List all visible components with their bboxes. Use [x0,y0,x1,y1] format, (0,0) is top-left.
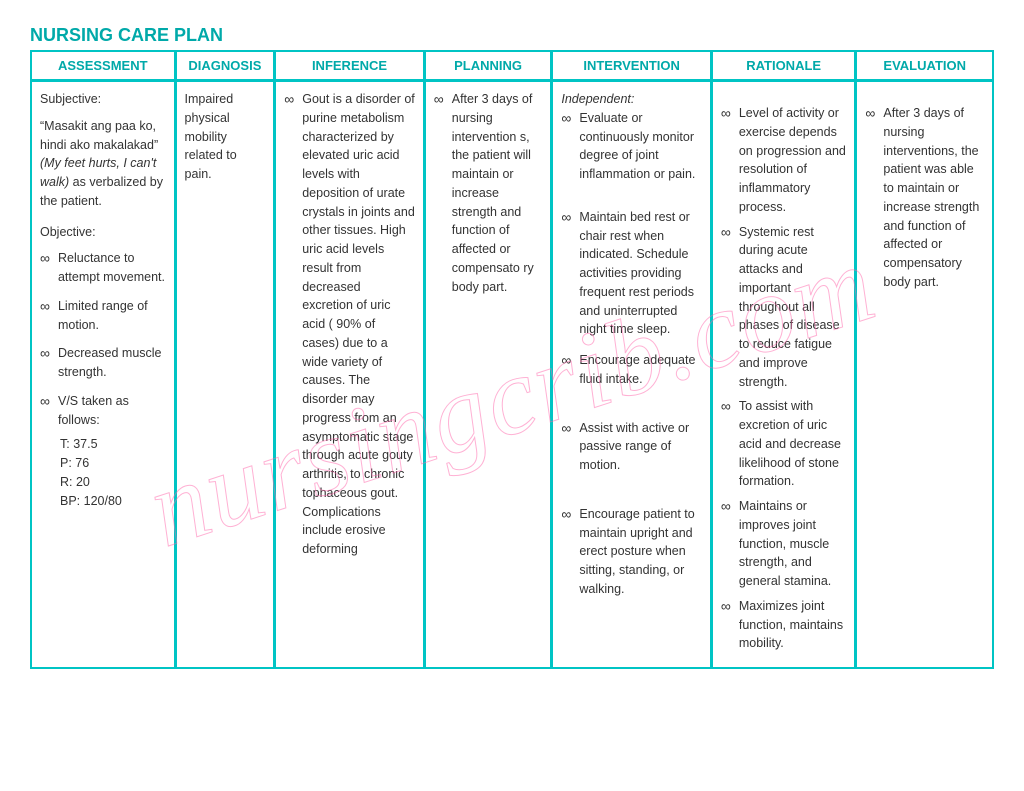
bullet-icon: ∞ [561,351,571,389]
intervention-text: Evaluate or continuously monitor degree … [579,109,702,184]
bullet-icon: ∞ [40,297,50,335]
subjective-text: “Masakit ang paa ko, hindi ako makalakad… [40,117,166,211]
vital-t: T: 37.5 [60,435,166,454]
header-rationale: RATIONALE [713,52,855,82]
body-planning: ∞ After 3 days of nursing intervention s… [426,82,551,667]
intervention-text: Maintain bed rest or chair rest when ind… [579,208,702,339]
evaluation-text: After 3 days of nursing interventions, t… [883,104,984,292]
body-diagnosis: Impaired physical mobility related to pa… [177,82,274,667]
bullet-icon: ∞ [40,249,50,287]
header-diagnosis: DIAGNOSIS [177,52,274,82]
header-assessment: ASSESSMENT [32,52,174,82]
bullet-icon: ∞ [561,208,571,339]
col-assessment: ASSESSMENT Subjective: “Masakit ang paa … [32,52,177,667]
bullet-icon: ∞ [721,223,731,392]
bullet-icon: ∞ [40,344,50,382]
vital-r: R: 20 [60,473,166,492]
rationale-text: Systemic rest during acute attacks and i… [739,223,847,392]
rationale-text: Maintains or improves joint function, mu… [739,497,847,591]
rationale-bullet: ∞ Maximizes joint function, maintains mo… [721,597,847,653]
bullet-icon: ∞ [561,419,571,475]
rationale-bullet: ∞ To assist with excretion of uric acid … [721,397,847,491]
bullet-icon: ∞ [865,104,875,292]
intervention-text: Assist with active or passive range of m… [579,419,702,475]
diagnosis-text: Impaired physical mobility related to pa… [185,90,266,184]
bullet-icon: ∞ [561,505,571,599]
rationale-text: To assist with excretion of uric acid an… [739,397,847,491]
bullet-text: Reluctance to attempt movement. [58,249,166,287]
header-planning: PLANNING [426,52,551,82]
bullet-icon: ∞ [721,397,731,491]
planning-text: After 3 days of nursing intervention s, … [452,90,543,296]
bullet-icon: ∞ [721,497,731,591]
rationale-bullet: ∞ Level of activity or exercise depends … [721,104,847,217]
assessment-bullet: ∞ V/S taken as follows: [40,392,166,430]
bullet-text: Limited range of motion. [58,297,166,335]
intervention-text: Encourage adequate fluid intake. [579,351,702,389]
rationale-bullet: ∞ Maintains or improves joint function, … [721,497,847,591]
col-intervention: INTERVENTION Independent: ∞ Evaluate or … [553,52,713,667]
bullet-icon: ∞ [561,109,571,184]
col-evaluation: EVALUATION ∞ After 3 days of nursing int… [857,52,992,667]
page-title: NURSING CARE PLAN [30,25,994,46]
vitals-block: T: 37.5 P: 76 R: 20 BP: 120/80 [60,435,166,510]
subjective-label: Subjective: [40,90,166,109]
col-planning: PLANNING ∞ After 3 days of nursing inter… [426,52,554,667]
header-evaluation: EVALUATION [857,52,992,82]
body-intervention: Independent: ∞ Evaluate or continuously … [553,82,710,667]
body-rationale: ∞ Level of activity or exercise depends … [713,82,855,667]
planning-bullet: ∞ After 3 days of nursing intervention s… [434,90,543,296]
intervention-bullet: ∞ Evaluate or continuously monitor degre… [561,109,702,184]
independent-label: Independent: [561,90,702,109]
body-assessment: Subjective: “Masakit ang paa ko, hindi a… [32,82,174,667]
bullet-icon: ∞ [721,104,731,217]
subjective-quote: “Masakit ang paa ko, hindi ako makalakad… [40,119,158,152]
vital-p: P: 76 [60,454,166,473]
rationale-bullet: ∞ Systemic rest during acute attacks and… [721,223,847,392]
rationale-text: Maximizes joint function, maintains mobi… [739,597,847,653]
vital-bp: BP: 120/80 [60,492,166,511]
inference-text: Gout is a disorder of purine metabolism … [302,90,415,559]
body-evaluation: ∞ After 3 days of nursing interventions,… [857,82,992,667]
rationale-text: Level of activity or exercise depends on… [739,104,847,217]
bullet-icon: ∞ [434,90,444,296]
bullet-icon: ∞ [721,597,731,653]
intervention-bullet: ∞ Assist with active or passive range of… [561,419,702,475]
care-plan-table: ASSESSMENT Subjective: “Masakit ang paa … [30,50,994,669]
intervention-bullet: ∞ Encourage patient to maintain upright … [561,505,702,599]
intervention-bullet: ∞ Encourage adequate fluid intake. [561,351,702,389]
header-intervention: INTERVENTION [553,52,710,82]
inference-bullet: ∞ Gout is a disorder of purine metabolis… [284,90,415,559]
assessment-bullet: ∞ Limited range of motion. [40,297,166,335]
body-inference: ∞ Gout is a disorder of purine metabolis… [276,82,423,667]
bullet-text: Decreased muscle strength. [58,344,166,382]
assessment-bullet: ∞ Reluctance to attempt movement. [40,249,166,287]
col-inference: INFERENCE ∞ Gout is a disorder of purine… [276,52,426,667]
col-diagnosis: DIAGNOSIS Impaired physical mobility rel… [177,52,277,667]
objective-label: Objective: [40,223,166,242]
col-rationale: RATIONALE ∞ Level of activity or exercis… [713,52,858,667]
intervention-text: Encourage patient to maintain upright an… [579,505,702,599]
evaluation-bullet: ∞ After 3 days of nursing interventions,… [865,104,984,292]
bullet-text: V/S taken as follows: [58,392,166,430]
bullet-icon: ∞ [284,90,294,559]
header-inference: INFERENCE [276,52,423,82]
intervention-bullet: ∞ Maintain bed rest or chair rest when i… [561,208,702,339]
bullet-icon: ∞ [40,392,50,430]
assessment-bullet: ∞ Decreased muscle strength. [40,344,166,382]
